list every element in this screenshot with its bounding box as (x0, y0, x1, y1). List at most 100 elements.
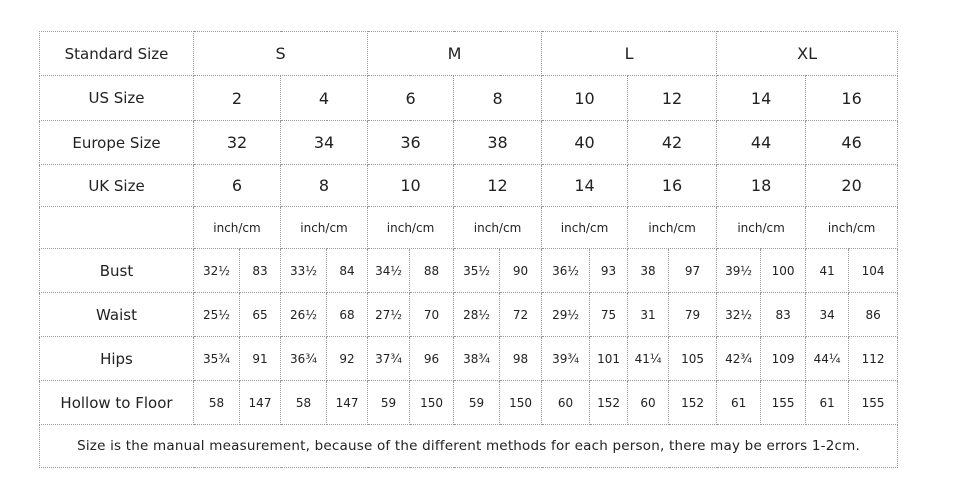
cm-value: 150 (499, 380, 543, 425)
inch-value: 29½ (541, 292, 591, 337)
inch-value: 28½ (453, 292, 501, 337)
inch-value: 32½ (716, 292, 762, 337)
size-cell: 14 (541, 164, 629, 207)
inch-value: 35¾ (193, 336, 240, 381)
cm-value: 84 (325, 248, 369, 293)
size-cell: L (541, 31, 718, 76)
cm-value: 65 (239, 292, 281, 337)
size-cell: 2 (193, 75, 281, 121)
cm-value: 150 (409, 380, 455, 425)
size-cell: 4 (279, 75, 369, 121)
note-row: Size is the manual measurement, because … (38, 424, 899, 468)
size-cell: 8 (453, 75, 543, 121)
cm-value: 100 (760, 248, 807, 293)
inch-value: 38 (627, 248, 670, 293)
cm-value: 83 (760, 292, 807, 337)
cm-value: 152 (589, 380, 629, 425)
cm-value: 92 (325, 336, 369, 381)
cm-value: 101 (589, 336, 629, 381)
cm-value: 97 (668, 248, 718, 293)
inch-value: 34 (805, 292, 850, 337)
inch-value: 61 (805, 380, 850, 425)
cm-value: 109 (760, 336, 807, 381)
cm-value: 155 (848, 380, 899, 425)
row-label: Europe Size (39, 120, 194, 165)
cm-value: 104 (848, 248, 899, 293)
cm-value: 75 (589, 292, 629, 337)
inch-value: 59 (453, 380, 501, 425)
inch-value: 25½ (193, 292, 240, 337)
unit-label: inch/cm (627, 206, 718, 249)
measurement-row: Bust 32½ 83 33½ 84 34½ 88 35½ 90 36½ 93 38 97 39½ 100 4… (39, 248, 899, 293)
size-cell: 18 (716, 164, 807, 207)
cm-value: 79 (668, 292, 718, 337)
size-cell: 8 (279, 164, 369, 207)
size-cell: 12 (627, 75, 718, 121)
inch-value: 32½ (193, 248, 240, 293)
size-cell: 6 (367, 75, 455, 121)
inch-value: 37¾ (367, 336, 411, 381)
size-cell: 34 (279, 120, 369, 165)
size-cell: 32 (193, 120, 281, 165)
inch-value: 39¾ (541, 336, 591, 381)
cm-value: 93 (589, 248, 629, 293)
size-cell: S (192, 31, 369, 76)
inch-value: 27½ (367, 292, 411, 337)
measurement-row: Hollow to Floor 58 147 58 147 59 150 59 150 60 152… (39, 380, 899, 425)
inch-value: 42¾ (716, 336, 762, 381)
size-cell: 38 (453, 120, 543, 165)
cm-value: 96 (409, 336, 455, 381)
row-label: US Size (39, 75, 194, 121)
cm-value: 112 (848, 336, 899, 381)
size-cell: 20 (805, 164, 899, 207)
cm-value: 98 (499, 336, 543, 381)
inch-value: 58 (280, 380, 327, 425)
row-label: Hips (39, 336, 194, 381)
unit-label: inch/cm (541, 206, 629, 249)
size-cell: 40 (541, 120, 629, 165)
size-cell: 10 (367, 164, 455, 207)
inch-value: 34½ (367, 248, 411, 293)
size-cell: 42 (627, 120, 718, 165)
uk-size-row: UK Size 6 8 10 12 14 16 18 20 (39, 164, 899, 207)
size-note: Size is the manual measurement, because … (38, 424, 899, 468)
cm-value: 70 (409, 292, 455, 337)
size-cell: M (367, 31, 543, 76)
inch-value: 36½ (541, 248, 591, 293)
inch-value: 36¾ (280, 336, 327, 381)
cm-value: 155 (760, 380, 807, 425)
cm-value: 88 (409, 248, 455, 293)
size-cell: 10 (541, 75, 629, 121)
cm-value: 147 (239, 380, 281, 425)
inch-value: 61 (716, 380, 762, 425)
inch-value: 38¾ (453, 336, 501, 381)
standard-size-row: Standard Size S M L XL (39, 31, 899, 76)
cm-value: 105 (668, 336, 718, 381)
size-cell: 6 (193, 164, 281, 207)
size-cell: 12 (453, 164, 543, 207)
unit-label: inch/cm (805, 206, 899, 249)
size-cell: 36 (367, 120, 455, 165)
measurement-row: Waist 25½ 65 26½ 68 27½ 70 28½ 72 29½ 75 31 79 32½ 83 3… (39, 292, 899, 337)
inch-value: 41¼ (627, 336, 670, 381)
cm-value: 90 (499, 248, 543, 293)
size-cell: 44 (716, 120, 807, 165)
size-cell: XL (716, 31, 899, 76)
inch-value: 59 (367, 380, 411, 425)
row-label: Hollow to Floor (39, 380, 194, 425)
us-size-row: US Size 2 4 6 8 10 12 14 16 (39, 75, 899, 121)
inch-value: 41 (805, 248, 850, 293)
unit-label: inch/cm (279, 206, 369, 249)
cm-value: 152 (668, 380, 718, 425)
inch-value: 35½ (453, 248, 501, 293)
cm-value: 91 (239, 336, 281, 381)
unit-row: inch/cm inch/cm inch/cm inch/cm inch/cm inch/… (39, 206, 899, 249)
inch-value: 60 (627, 380, 670, 425)
cm-value: 83 (239, 248, 281, 293)
empty-cell (39, 206, 194, 249)
inch-value: 31 (627, 292, 670, 337)
row-label: Bust (39, 248, 194, 293)
inch-value: 60 (541, 380, 591, 425)
size-cell: 14 (716, 75, 807, 121)
row-label: Standard Size (39, 31, 194, 76)
